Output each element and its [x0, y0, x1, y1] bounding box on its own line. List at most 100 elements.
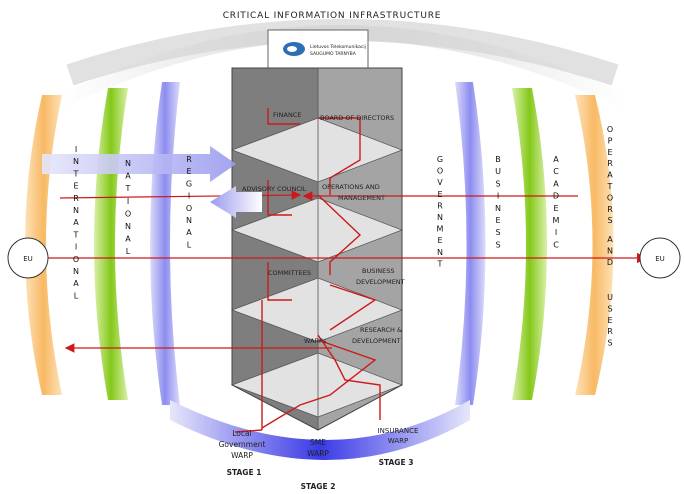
- side-letter: N: [437, 213, 443, 222]
- band-national: [94, 88, 128, 400]
- side-letter: T: [607, 182, 613, 191]
- side-letter: O: [607, 193, 613, 202]
- side-letter: E: [186, 167, 191, 176]
- eu-right-circle: [639, 237, 681, 279]
- side-letter: A: [553, 155, 559, 164]
- label-operations-1: OPERATIONS AND: [322, 183, 380, 191]
- side-letter: M: [553, 216, 560, 225]
- logo-line1: Lietuvos Telekomunikacij: [310, 44, 366, 50]
- title: CRITICAL INFORMATION INFRASTRUCTURE: [223, 11, 442, 21]
- side-letter: L: [187, 240, 192, 249]
- local-3: WARP: [231, 451, 253, 460]
- side-letter: A: [125, 172, 131, 181]
- side-letter: G: [437, 155, 443, 164]
- side-letter: A: [125, 235, 131, 244]
- internal-red-links: [234, 108, 381, 433]
- local-1: Local: [232, 429, 251, 438]
- side-letter: R: [607, 159, 613, 168]
- side-letter: D: [607, 258, 613, 267]
- label-warps: WARPs: [304, 337, 327, 345]
- side-letter: N: [495, 204, 501, 213]
- side-letter: E: [607, 316, 612, 325]
- local-2: Government: [219, 440, 266, 449]
- side-word-operators-2: AND: [607, 235, 613, 267]
- side-letter: M: [437, 225, 444, 234]
- stage-3: STAGE 3: [379, 458, 414, 467]
- side-letter: O: [186, 204, 192, 213]
- side-letter: E: [553, 204, 558, 213]
- side-letter: I: [497, 192, 499, 201]
- side-letter: O: [73, 255, 79, 264]
- stage-1: STAGE 1: [227, 468, 262, 477]
- band-regional: [150, 82, 180, 405]
- label-board: BOARD OF DIRECTORS: [320, 114, 394, 122]
- side-letter: I: [75, 243, 77, 252]
- side-letter: B: [495, 155, 501, 164]
- logo-box: [267, 29, 369, 73]
- side-letter: S: [495, 179, 500, 188]
- side-letter: I: [188, 192, 190, 201]
- label-research-2: DEVELOPMENT: [352, 337, 401, 345]
- label-finance: FINANCE: [273, 111, 301, 119]
- arrow-left-lavender: [210, 186, 262, 218]
- side-letter: I: [555, 228, 557, 237]
- label-committees: COMMITTEES: [268, 269, 311, 277]
- side-letter: T: [125, 184, 131, 193]
- band-government: [455, 82, 486, 405]
- side-letter: S: [607, 216, 612, 225]
- side-letter: N: [125, 159, 131, 168]
- side-letter: E: [495, 216, 500, 225]
- side-letter: L: [126, 247, 131, 256]
- side-letter: G: [186, 179, 192, 188]
- eu-right-label: EU: [655, 255, 665, 263]
- band-business: [512, 88, 547, 400]
- side-letter: R: [186, 155, 192, 164]
- sme-1: SME: [310, 438, 326, 447]
- side-letter: D: [553, 192, 559, 201]
- stage-2: STAGE 2: [301, 482, 336, 491]
- sme-2: WARP: [307, 449, 329, 458]
- side-letter: N: [607, 246, 613, 255]
- logo-line2: SAUGUMO TARNYBA: [310, 51, 357, 57]
- side-letter: T: [437, 259, 443, 268]
- side-letter: I: [127, 197, 129, 206]
- side-letter: A: [607, 171, 613, 180]
- eu-left-label: EU: [23, 255, 33, 263]
- insurance-1: INSURANCE: [378, 427, 419, 435]
- side-letter: N: [73, 267, 79, 276]
- side-letter: E: [73, 182, 78, 191]
- side-letter: N: [186, 216, 192, 225]
- side-letter: N: [73, 157, 79, 166]
- side-letter: E: [437, 190, 442, 199]
- side-letter: S: [607, 304, 612, 313]
- insurance-2: WARP: [388, 437, 408, 445]
- side-letter: S: [495, 228, 500, 237]
- side-letter: O: [125, 209, 131, 218]
- label-business-dev-1: BUSINESS: [362, 267, 394, 275]
- arrow-right-lavender: [42, 146, 236, 182]
- side-letter: O: [437, 167, 443, 176]
- side-letter: E: [607, 148, 612, 157]
- side-letter: T: [73, 169, 79, 178]
- side-letter: N: [437, 248, 443, 257]
- bottom-arc: [170, 400, 470, 460]
- side-letter: A: [553, 179, 559, 188]
- side-letter: S: [495, 240, 500, 249]
- label-operations-2: MANAGEMENT: [338, 194, 385, 202]
- side-letter: R: [607, 205, 613, 214]
- label-business-dev-2: DEVELOPMENT: [356, 278, 405, 286]
- side-letter: S: [607, 339, 612, 348]
- side-letter: O: [607, 125, 613, 134]
- label-research-1: RESEARCH &: [360, 326, 402, 334]
- side-letter: A: [186, 228, 192, 237]
- side-letter: I: [75, 145, 77, 154]
- side-letter: U: [607, 293, 613, 302]
- side-letter: A: [607, 235, 613, 244]
